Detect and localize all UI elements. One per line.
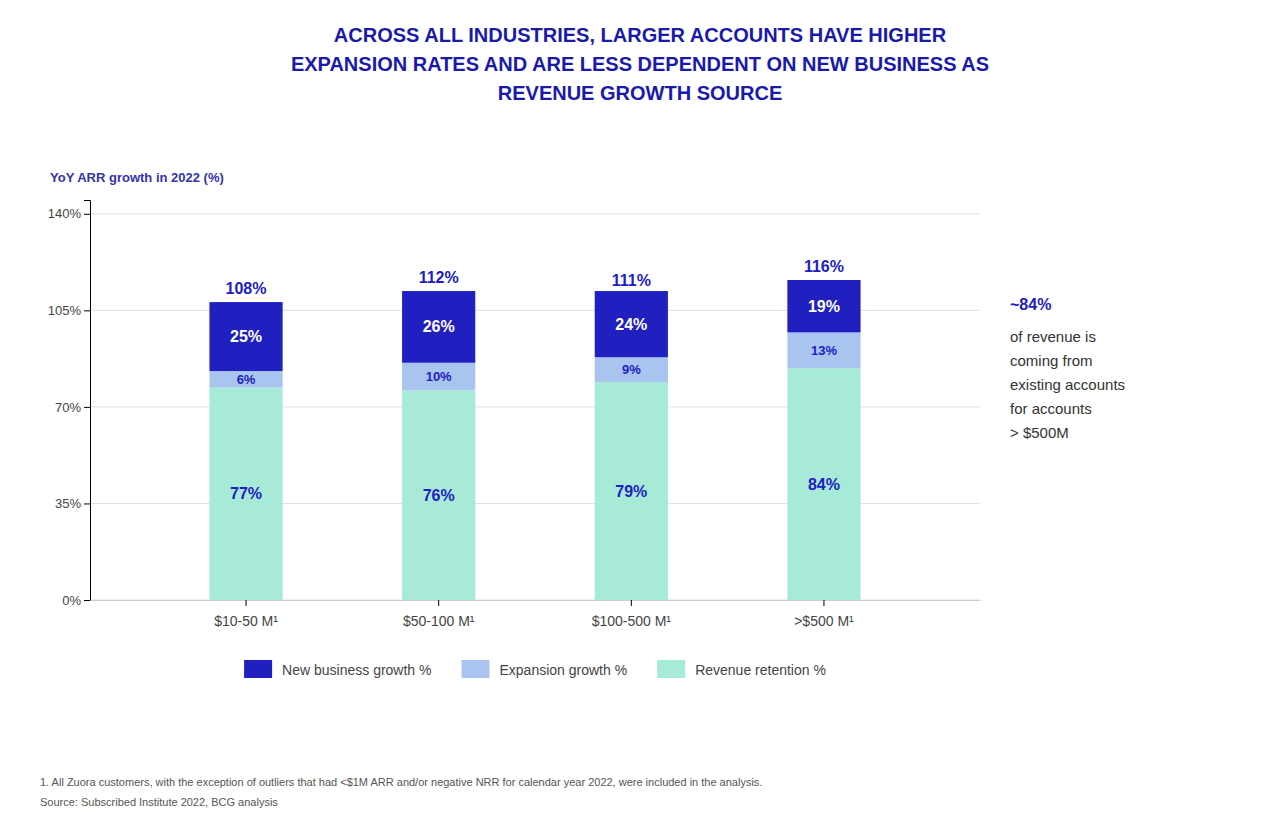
y-tick-mark (84, 407, 90, 408)
data-label: 19% (808, 298, 840, 315)
data-label: 13% (811, 343, 837, 358)
x-tick: $10-50 M¹ (214, 600, 278, 629)
y-tick: 0% (62, 593, 90, 608)
bar-segment (209, 302, 282, 371)
legend-label: Revenue retention % (695, 662, 826, 678)
annotation: coming from (1010, 352, 1093, 369)
y-tick: 105% (48, 303, 90, 318)
y-tick-mark (84, 600, 90, 601)
bar-segment (402, 291, 475, 363)
x-tick-mark (823, 600, 824, 606)
x-tick-mark (246, 600, 247, 606)
y-tick-label: 140% (48, 206, 82, 221)
series (209, 332, 860, 390)
data-label: 24% (615, 316, 647, 333)
y-tick-label: 70% (55, 400, 81, 415)
data-label: 79% (615, 483, 647, 500)
x-tick-mark (438, 600, 439, 606)
y-tick-mark (84, 310, 90, 311)
data-label: 77% (230, 485, 262, 502)
total-label: 116% (804, 258, 844, 275)
legend-swatch (244, 660, 272, 678)
data-label: 76% (423, 487, 455, 504)
y-axis: 0% 35% 70% 105% 140% (48, 201, 91, 608)
legend-label: Expansion growth % (500, 662, 628, 678)
y-tick-label: 35% (55, 496, 81, 511)
x-tick-label: >$500 M¹ (794, 613, 854, 629)
y-axis-title: YoY ARR growth in 2022 (%) (50, 170, 224, 185)
data-label: 6% (237, 372, 256, 387)
y-tick-label: 105% (48, 303, 82, 318)
bar-segment (595, 357, 668, 382)
footnote: 1. All Zuora customers, with the excepti… (40, 776, 762, 788)
legend-swatch (462, 660, 490, 678)
data-label: 25% (230, 328, 262, 345)
data-label: 9% (622, 362, 641, 377)
y-tick-label: 0% (62, 593, 81, 608)
data-label: 26% (423, 318, 455, 335)
data-label: 84% (808, 476, 840, 493)
bar-segment (402, 363, 475, 391)
bar-segment (595, 382, 668, 600)
chart: ACROSS ALL INDUSTRIES, LARGER ACCOUNTS H… (0, 0, 1280, 836)
grid (90, 214, 980, 600)
plot: 0% 35% 70% 105% 140% $10-50 M¹ $50-100 M¹ $100-… (48, 201, 981, 629)
x-tick: >$500 M¹ (794, 600, 854, 629)
y-tick: 35% (55, 496, 90, 511)
bar-segment (209, 371, 282, 388)
total-label: 112% (419, 269, 459, 286)
annotation: ~84% (1010, 296, 1051, 313)
x-tick-mark (631, 600, 632, 606)
series (209, 280, 860, 371)
x-tick: $50-100 M¹ (403, 600, 475, 629)
grid-line (90, 213, 980, 214)
bar-segment (787, 280, 860, 332)
bar-segment (787, 332, 860, 368)
x-tick-label: $100-500 M¹ (592, 613, 672, 629)
total-label: 111% (612, 272, 651, 289)
x-tick: $100-500 M¹ (592, 600, 672, 629)
legend-item: Revenue retention % (657, 660, 826, 678)
y-axis-line (84, 201, 91, 601)
data-labels: 77% 76% 79% 84% 6% 10% 9% 13% 25% 26% 24% 19% 108% 11… (226, 258, 844, 504)
annotation: existing accounts (1010, 376, 1125, 393)
y-tick-mark (84, 503, 90, 504)
footnote: Source: Subscribed Institute 2022, BCG a… (40, 796, 278, 808)
legend-item: New business growth % (244, 660, 431, 678)
x-tick-label: $50-100 M¹ (403, 613, 475, 629)
title: REVENUE GROWTH SOURCE (498, 82, 782, 104)
legend-label: New business growth % (282, 662, 431, 678)
title: ACROSS ALL INDUSTRIES, LARGER ACCOUNTS H… (334, 24, 947, 46)
data-label: 10% (426, 369, 452, 384)
x-axis: $10-50 M¹ $50-100 M¹ $100-500 M¹ >$500 M¹ (91, 600, 981, 629)
legend: New business growth % Expansion growth % R… (244, 660, 826, 678)
series (209, 368, 860, 600)
x-axis-line (91, 600, 981, 601)
annotation: > $500M (1010, 424, 1069, 441)
bar-segment (402, 390, 475, 600)
bar-segment (787, 368, 860, 600)
bar-segment (595, 291, 668, 357)
annotation: for accounts (1010, 400, 1092, 417)
annotation: of revenue is (1010, 328, 1096, 345)
y-tick: 70% (55, 400, 90, 415)
x-tick-label: $10-50 M¹ (214, 613, 278, 629)
bars (209, 280, 860, 600)
y-tick-mark (84, 214, 90, 215)
legend-swatch (657, 660, 685, 678)
legend-item: Expansion growth % (462, 660, 628, 678)
bar-segment (209, 388, 282, 600)
title: EXPANSION RATES AND ARE LESS DEPENDENT O… (291, 53, 989, 75)
y-tick: 140% (48, 206, 90, 221)
total-label: 108% (226, 280, 267, 297)
